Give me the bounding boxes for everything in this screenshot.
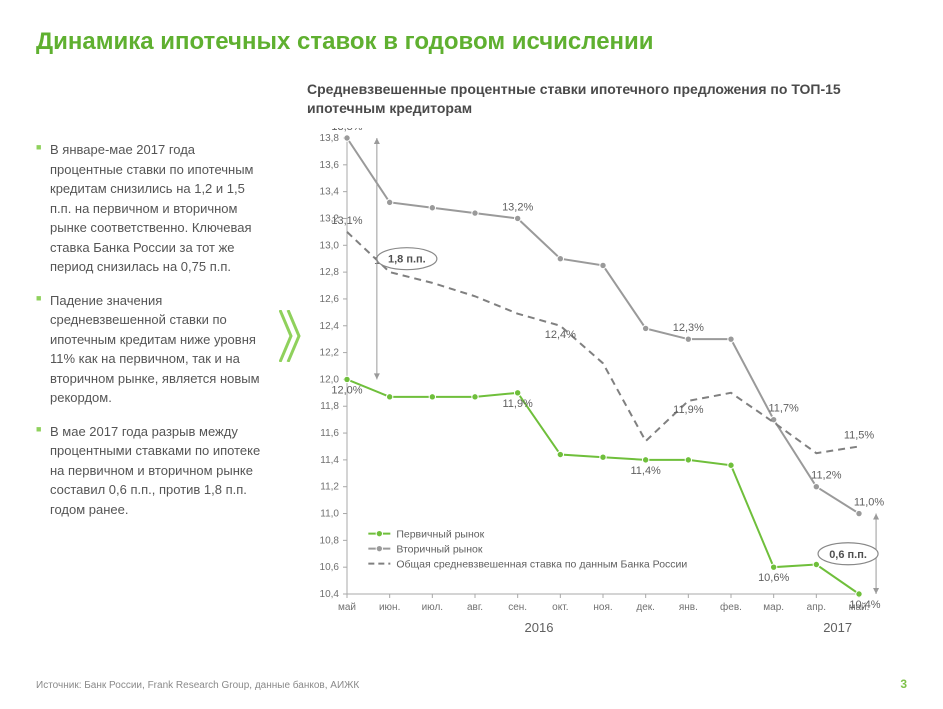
svg-text:12,4: 12,4 (320, 321, 340, 332)
svg-text:13,8%: 13,8% (331, 128, 362, 133)
svg-text:11,4%: 11,4% (630, 465, 661, 477)
svg-text:13,2%: 13,2% (502, 201, 533, 213)
svg-text:1,8 п.п.: 1,8 п.п. (388, 253, 426, 265)
svg-text:Общая средневзвешенная ставка: Общая средневзвешенная ставка по данным … (396, 558, 687, 570)
svg-text:13,0: 13,0 (320, 240, 340, 251)
svg-text:окт.: окт. (552, 602, 568, 613)
arrow-divider-icon (279, 80, 301, 648)
svg-text:11,7%: 11,7% (768, 402, 799, 414)
svg-text:11,8: 11,8 (320, 401, 339, 412)
insight-list: В январе-мае 2017 года процентные ставки… (36, 140, 269, 519)
svg-text:Вторичный рынок: Вторичный рынок (396, 543, 483, 555)
svg-text:11,6: 11,6 (320, 428, 339, 439)
rates-chart: 10,410,610,811,011,211,411,611,812,012,2… (307, 128, 907, 648)
svg-text:янв.: янв. (679, 602, 698, 613)
svg-text:13,8: 13,8 (320, 133, 340, 144)
svg-text:май: май (338, 602, 356, 613)
chart-title: Средневзвешенные процентные ставки ипоте… (307, 80, 907, 118)
svg-text:10,8: 10,8 (320, 535, 340, 546)
svg-text:июн.: июн. (379, 602, 400, 613)
svg-text:фев.: фев. (720, 601, 742, 613)
svg-text:13,4: 13,4 (320, 186, 340, 197)
svg-text:июл.: июл. (422, 602, 443, 613)
svg-text:10,4: 10,4 (320, 589, 340, 600)
svg-text:дек.: дек. (636, 602, 655, 613)
svg-text:11,5%: 11,5% (844, 429, 875, 441)
svg-text:2016: 2016 (525, 620, 554, 635)
svg-text:11,2%: 11,2% (811, 469, 842, 481)
content-row: В январе-мае 2017 года процентные ставки… (36, 80, 907, 648)
svg-text:12,8: 12,8 (320, 267, 340, 278)
svg-text:Первичный рынок: Первичный рынок (396, 528, 484, 540)
svg-text:ноя.: ноя. (593, 602, 612, 613)
svg-text:0,6 п.п.: 0,6 п.п. (829, 549, 867, 561)
svg-text:12,6: 12,6 (320, 294, 340, 305)
svg-text:13,1%: 13,1% (331, 215, 362, 227)
svg-text:10,6: 10,6 (320, 562, 340, 573)
svg-text:11,0%: 11,0% (854, 496, 885, 508)
insight-item: В январе-мае 2017 года процентные ставки… (36, 140, 269, 277)
svg-text:авг.: авг. (467, 602, 483, 613)
svg-text:11,9%: 11,9% (673, 404, 704, 416)
svg-text:12,4%: 12,4% (545, 329, 576, 341)
page-title: Динамика ипотечных ставок в годовом исчи… (36, 28, 907, 56)
svg-text:2017: 2017 (823, 620, 852, 635)
svg-text:13,6: 13,6 (320, 160, 340, 171)
svg-text:12,0%: 12,0% (331, 384, 362, 396)
svg-text:мар.: мар. (763, 602, 784, 613)
svg-text:11,2: 11,2 (320, 481, 339, 492)
svg-text:11,4: 11,4 (320, 455, 339, 466)
insights-column: В январе-мае 2017 года процентные ставки… (36, 80, 279, 648)
svg-text:11,9%: 11,9% (502, 398, 533, 410)
svg-text:11,0: 11,0 (320, 508, 339, 519)
chart-column: Средневзвешенные процентные ставки ипоте… (301, 80, 907, 648)
page-number: 3 (900, 677, 907, 691)
insight-item: В мае 2017 года разрыв между процентными… (36, 422, 269, 520)
svg-text:10,4%: 10,4% (849, 599, 880, 611)
svg-text:сен.: сен. (508, 602, 527, 613)
svg-text:12,3%: 12,3% (673, 322, 704, 334)
source-footer: Источник: Банк России, Frank Research Gr… (36, 680, 359, 691)
svg-text:10,6%: 10,6% (758, 572, 789, 584)
insight-item: Падение значения средневзвешенной ставки… (36, 291, 269, 408)
svg-text:12,2: 12,2 (320, 347, 340, 358)
svg-text:апр.: апр. (807, 602, 826, 613)
